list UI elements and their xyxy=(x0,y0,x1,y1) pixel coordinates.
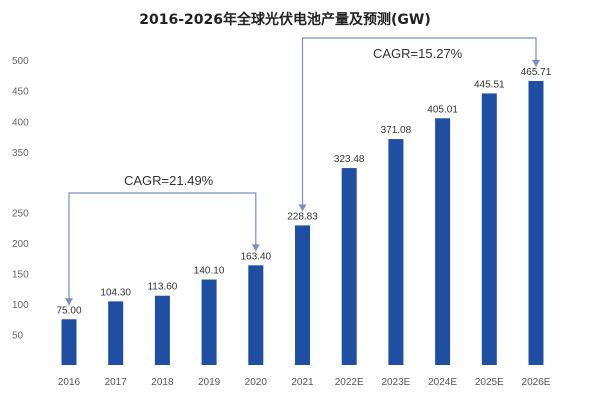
bar-2026E xyxy=(528,81,544,366)
arrow-down-icon xyxy=(532,60,540,68)
x-tick-label: 2023E xyxy=(381,377,410,388)
annotations: CAGR=21.49% CAGR=15.27% xyxy=(65,37,540,306)
x-tick-label: 2020 xyxy=(245,377,268,388)
y-tick-label: 400 xyxy=(12,117,29,128)
bar-2016 xyxy=(61,319,77,365)
x-tick-label: 2019 xyxy=(198,377,221,388)
x-axis: 2016 2017 2018 2019 2020 2021 2022E 2023E 2024E 2… xyxy=(58,377,551,388)
x-tick-label: 2021 xyxy=(291,377,314,388)
arrow-down-icon xyxy=(298,204,307,212)
cagr-label: CAGR=21.49% xyxy=(124,173,214,188)
chart-title: 2016-2026年全球光伏电池产量及预测(GW) xyxy=(139,11,430,28)
data-label: 104.30 xyxy=(100,287,131,298)
x-tick-label: 2026E xyxy=(522,377,551,388)
y-tick-label: 350 xyxy=(12,148,29,159)
bar-group: 75.00 104.30 113.60 140.10 163.40 228.83 323.4… xyxy=(56,67,552,366)
bar-2025E xyxy=(481,93,497,365)
cagr-annotation: CAGR=21.49% xyxy=(65,173,260,306)
data-label: 140.10 xyxy=(194,266,225,277)
x-tick-label: 2022E xyxy=(335,377,364,388)
bar-2020 xyxy=(248,265,264,365)
arrow-down-icon xyxy=(251,244,260,252)
bar-2018 xyxy=(154,295,170,365)
bar-2019 xyxy=(201,279,217,365)
arrow-down-icon xyxy=(65,298,73,306)
cagr-bracket-line xyxy=(68,192,257,306)
data-label: 323.48 xyxy=(334,154,365,165)
bar-2024E xyxy=(435,118,451,366)
data-label: 371.08 xyxy=(381,125,412,136)
x-tick-label: 2017 xyxy=(105,377,128,388)
x-tick-label: 2025E xyxy=(475,377,504,388)
y-tick-label: 450 xyxy=(12,87,29,98)
data-label: 465.71 xyxy=(521,67,552,78)
bar-2017 xyxy=(108,301,124,365)
y-tick-label: 500 xyxy=(12,56,29,67)
data-label: 113.60 xyxy=(147,282,177,293)
y-tick-label: 250 xyxy=(12,209,29,220)
y-tick-label: 50 xyxy=(12,331,24,342)
x-tick-label: 2016 xyxy=(58,377,81,388)
x-tick-label: 2018 xyxy=(151,377,174,388)
data-label: 228.83 xyxy=(287,211,318,222)
x-tick-label: 2024E xyxy=(428,377,457,388)
cagr-label: CAGR=15.27% xyxy=(373,46,463,61)
data-label: 445.51 xyxy=(474,79,505,90)
bar-2022E xyxy=(341,168,357,365)
cagr-annotation: CAGR=15.27% xyxy=(298,37,540,212)
y-tick-label: 200 xyxy=(12,239,29,250)
y-tick-label: 100 xyxy=(12,300,29,311)
y-axis: 50 100 150 200 250 350 400 450 500 xyxy=(12,56,29,342)
data-label: 75.00 xyxy=(56,305,81,316)
data-label: 405.01 xyxy=(427,104,458,115)
y-tick-label: 150 xyxy=(12,270,29,281)
cagr-bracket-line xyxy=(301,37,537,212)
bar-2021 xyxy=(295,225,310,365)
bar-2023E xyxy=(388,139,404,365)
data-label: 163.40 xyxy=(241,251,272,262)
